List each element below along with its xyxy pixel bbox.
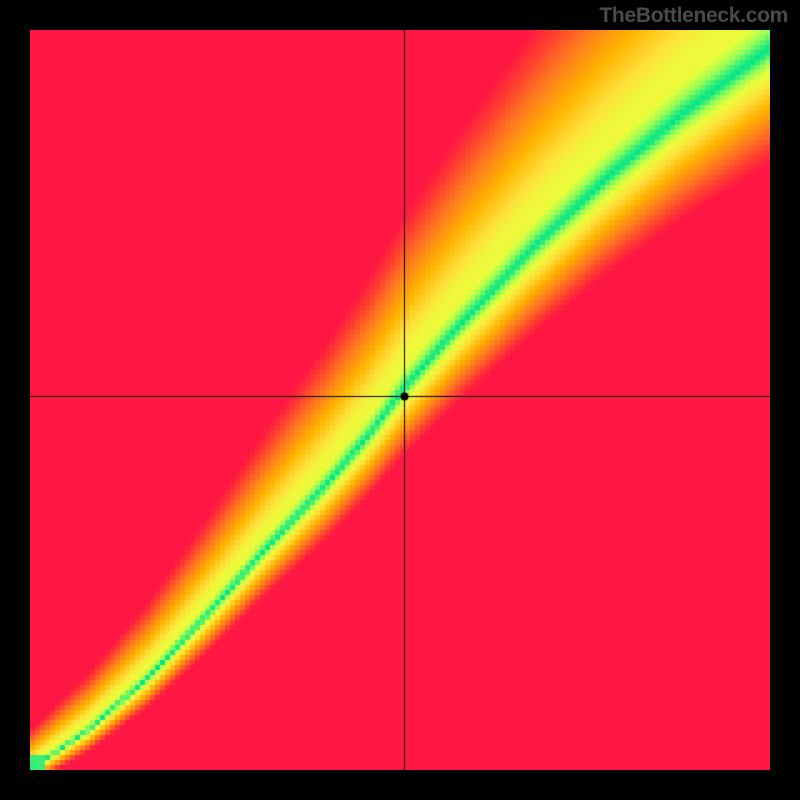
chart-container: TheBottleneck.com <box>0 0 800 800</box>
bottleneck-heatmap <box>30 30 770 770</box>
watermark-text: TheBottleneck.com <box>599 4 788 28</box>
